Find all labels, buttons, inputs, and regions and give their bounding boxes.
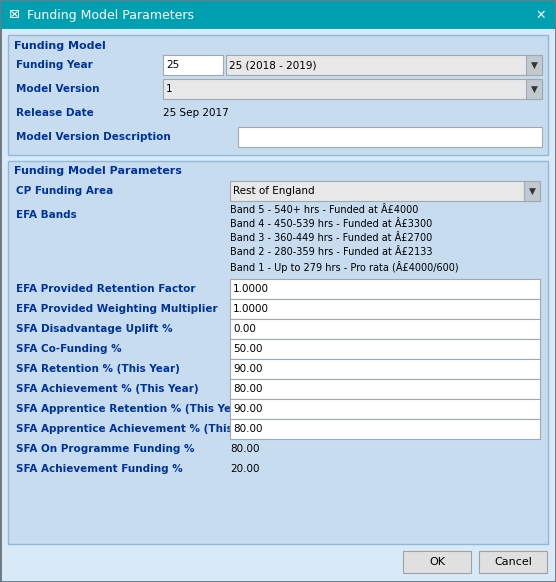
Text: ▼: ▼ [530, 84, 538, 94]
Text: 20.00: 20.00 [230, 464, 260, 474]
Text: ⊠: ⊠ [9, 9, 20, 22]
Text: Band 4 - 450-539 hrs - Funded at Â£3300: Band 4 - 450-539 hrs - Funded at Â£3300 [230, 219, 432, 229]
Bar [230, 399, 540, 419]
Text: Funding Model Parameters: Funding Model Parameters [14, 166, 182, 176]
Text: SFA On Programme Funding %: SFA On Programme Funding % [16, 444, 195, 454]
Bar [163, 79, 542, 99]
Text: Model Version Description: Model Version Description [16, 132, 171, 142]
Bar [526, 79, 542, 99]
Bar [230, 359, 540, 379]
Text: Band 5 - 540+ hrs - Funded at Â£4000: Band 5 - 540+ hrs - Funded at Â£4000 [230, 205, 418, 215]
Bar [479, 551, 547, 573]
Text: Band 3 - 360-449 hrs - Funded at Â£2700: Band 3 - 360-449 hrs - Funded at Â£2700 [230, 233, 432, 243]
Text: CP Funding Area: CP Funding Area [16, 186, 113, 196]
Bar [230, 339, 540, 359]
Text: SFA Achievement Funding %: SFA Achievement Funding % [16, 464, 183, 474]
Bar [8, 35, 548, 155]
Bar [524, 181, 540, 201]
Text: 90.00: 90.00 [233, 404, 262, 414]
Text: Funding Model: Funding Model [14, 41, 106, 51]
Bar [1, 1, 555, 29]
Text: Release Date: Release Date [16, 108, 94, 118]
Text: OK: OK [429, 557, 445, 567]
Text: 90.00: 90.00 [233, 364, 262, 374]
Bar [226, 55, 542, 75]
Text: 25: 25 [166, 60, 179, 70]
Text: SFA Retention % (This Year): SFA Retention % (This Year) [16, 364, 180, 374]
Text: 80.00: 80.00 [233, 384, 262, 394]
Text: SFA Co-Funding %: SFA Co-Funding % [16, 344, 122, 354]
Text: 1.0000: 1.0000 [233, 304, 269, 314]
Text: Rest of England: Rest of England [233, 186, 315, 196]
Text: SFA Disadvantage Uplift %: SFA Disadvantage Uplift % [16, 324, 172, 334]
Bar [230, 181, 540, 201]
Text: EFA Provided Retention Factor: EFA Provided Retention Factor [16, 284, 196, 294]
Text: Cancel: Cancel [494, 557, 532, 567]
Text: ▼: ▼ [529, 186, 535, 196]
Bar [8, 161, 548, 544]
Bar [230, 319, 540, 339]
Bar [230, 419, 540, 439]
Text: 25 (2018 - 2019): 25 (2018 - 2019) [229, 60, 316, 70]
Bar [230, 299, 540, 319]
Text: Funding Model Parameters: Funding Model Parameters [27, 9, 194, 22]
Bar [238, 127, 542, 147]
Text: Model Version: Model Version [16, 84, 100, 94]
Bar [230, 379, 540, 399]
Text: 80.00: 80.00 [230, 444, 260, 454]
Text: Band 1 - Up to 279 hrs - Pro rata (Â£4000/600): Band 1 - Up to 279 hrs - Pro rata (Â£400… [230, 261, 459, 273]
Text: EFA Bands: EFA Bands [16, 210, 77, 220]
Text: SFA Apprentice Retention % (This Year): SFA Apprentice Retention % (This Year) [16, 404, 248, 414]
Bar [526, 55, 542, 75]
Text: ✕: ✕ [536, 9, 546, 22]
Text: ▼: ▼ [530, 61, 538, 69]
Text: EFA Provided Weighting Multiplier: EFA Provided Weighting Multiplier [16, 304, 217, 314]
Bar [230, 279, 540, 299]
Bar [403, 551, 471, 573]
Text: Band 2 - 280-359 hrs - Funded at Â£2133: Band 2 - 280-359 hrs - Funded at Â£2133 [230, 247, 433, 257]
Text: 1.0000: 1.0000 [233, 284, 269, 294]
Text: SFA Apprentice Achievement % (This Year): SFA Apprentice Achievement % (This Year) [16, 424, 267, 434]
Text: 25 Sep 2017: 25 Sep 2017 [163, 108, 229, 118]
Text: 50.00: 50.00 [233, 344, 262, 354]
Bar [163, 55, 223, 75]
Text: 0.00: 0.00 [233, 324, 256, 334]
Text: 1: 1 [166, 84, 172, 94]
Text: 80.00: 80.00 [233, 424, 262, 434]
Text: SFA Achievement % (This Year): SFA Achievement % (This Year) [16, 384, 198, 394]
Text: Funding Year: Funding Year [16, 60, 93, 70]
